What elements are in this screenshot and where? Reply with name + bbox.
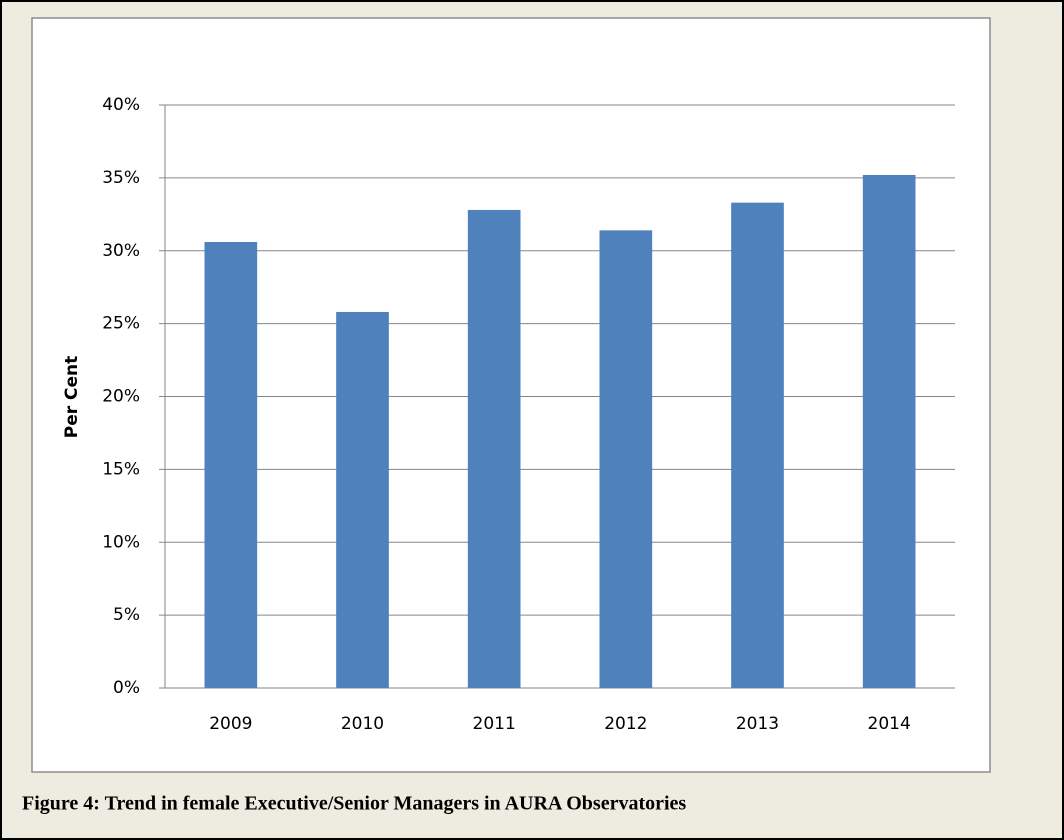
bar — [204, 242, 258, 688]
bar — [731, 202, 784, 688]
x-tick-label: 2009 — [209, 714, 252, 734]
x-tick-label: 2012 — [604, 714, 647, 734]
x-tick-label: 2010 — [341, 714, 384, 734]
x-tick-label: 2013 — [736, 714, 779, 734]
bar — [862, 174, 916, 688]
y-tick-label: 5% — [113, 605, 140, 625]
y-tick-label: 25% — [102, 314, 140, 334]
y-tick-label: 35% — [102, 168, 140, 188]
y-tick-label: 10% — [102, 532, 140, 552]
y-tick-label: 20% — [102, 387, 140, 407]
bar — [336, 311, 389, 688]
x-tick-label: 2014 — [868, 714, 911, 734]
y-tick-label: 0% — [113, 678, 140, 698]
y-tick-label: 15% — [102, 459, 140, 479]
x-tick-label: 2011 — [473, 714, 516, 734]
y-axis-label: Per Cent — [62, 356, 82, 439]
bar — [467, 209, 521, 688]
caption: Figure 4: Trend in female Executive/Seni… — [22, 793, 686, 815]
bar — [599, 230, 653, 688]
y-tick-label: 30% — [102, 241, 140, 261]
y-tick-label: 40% — [102, 95, 140, 115]
